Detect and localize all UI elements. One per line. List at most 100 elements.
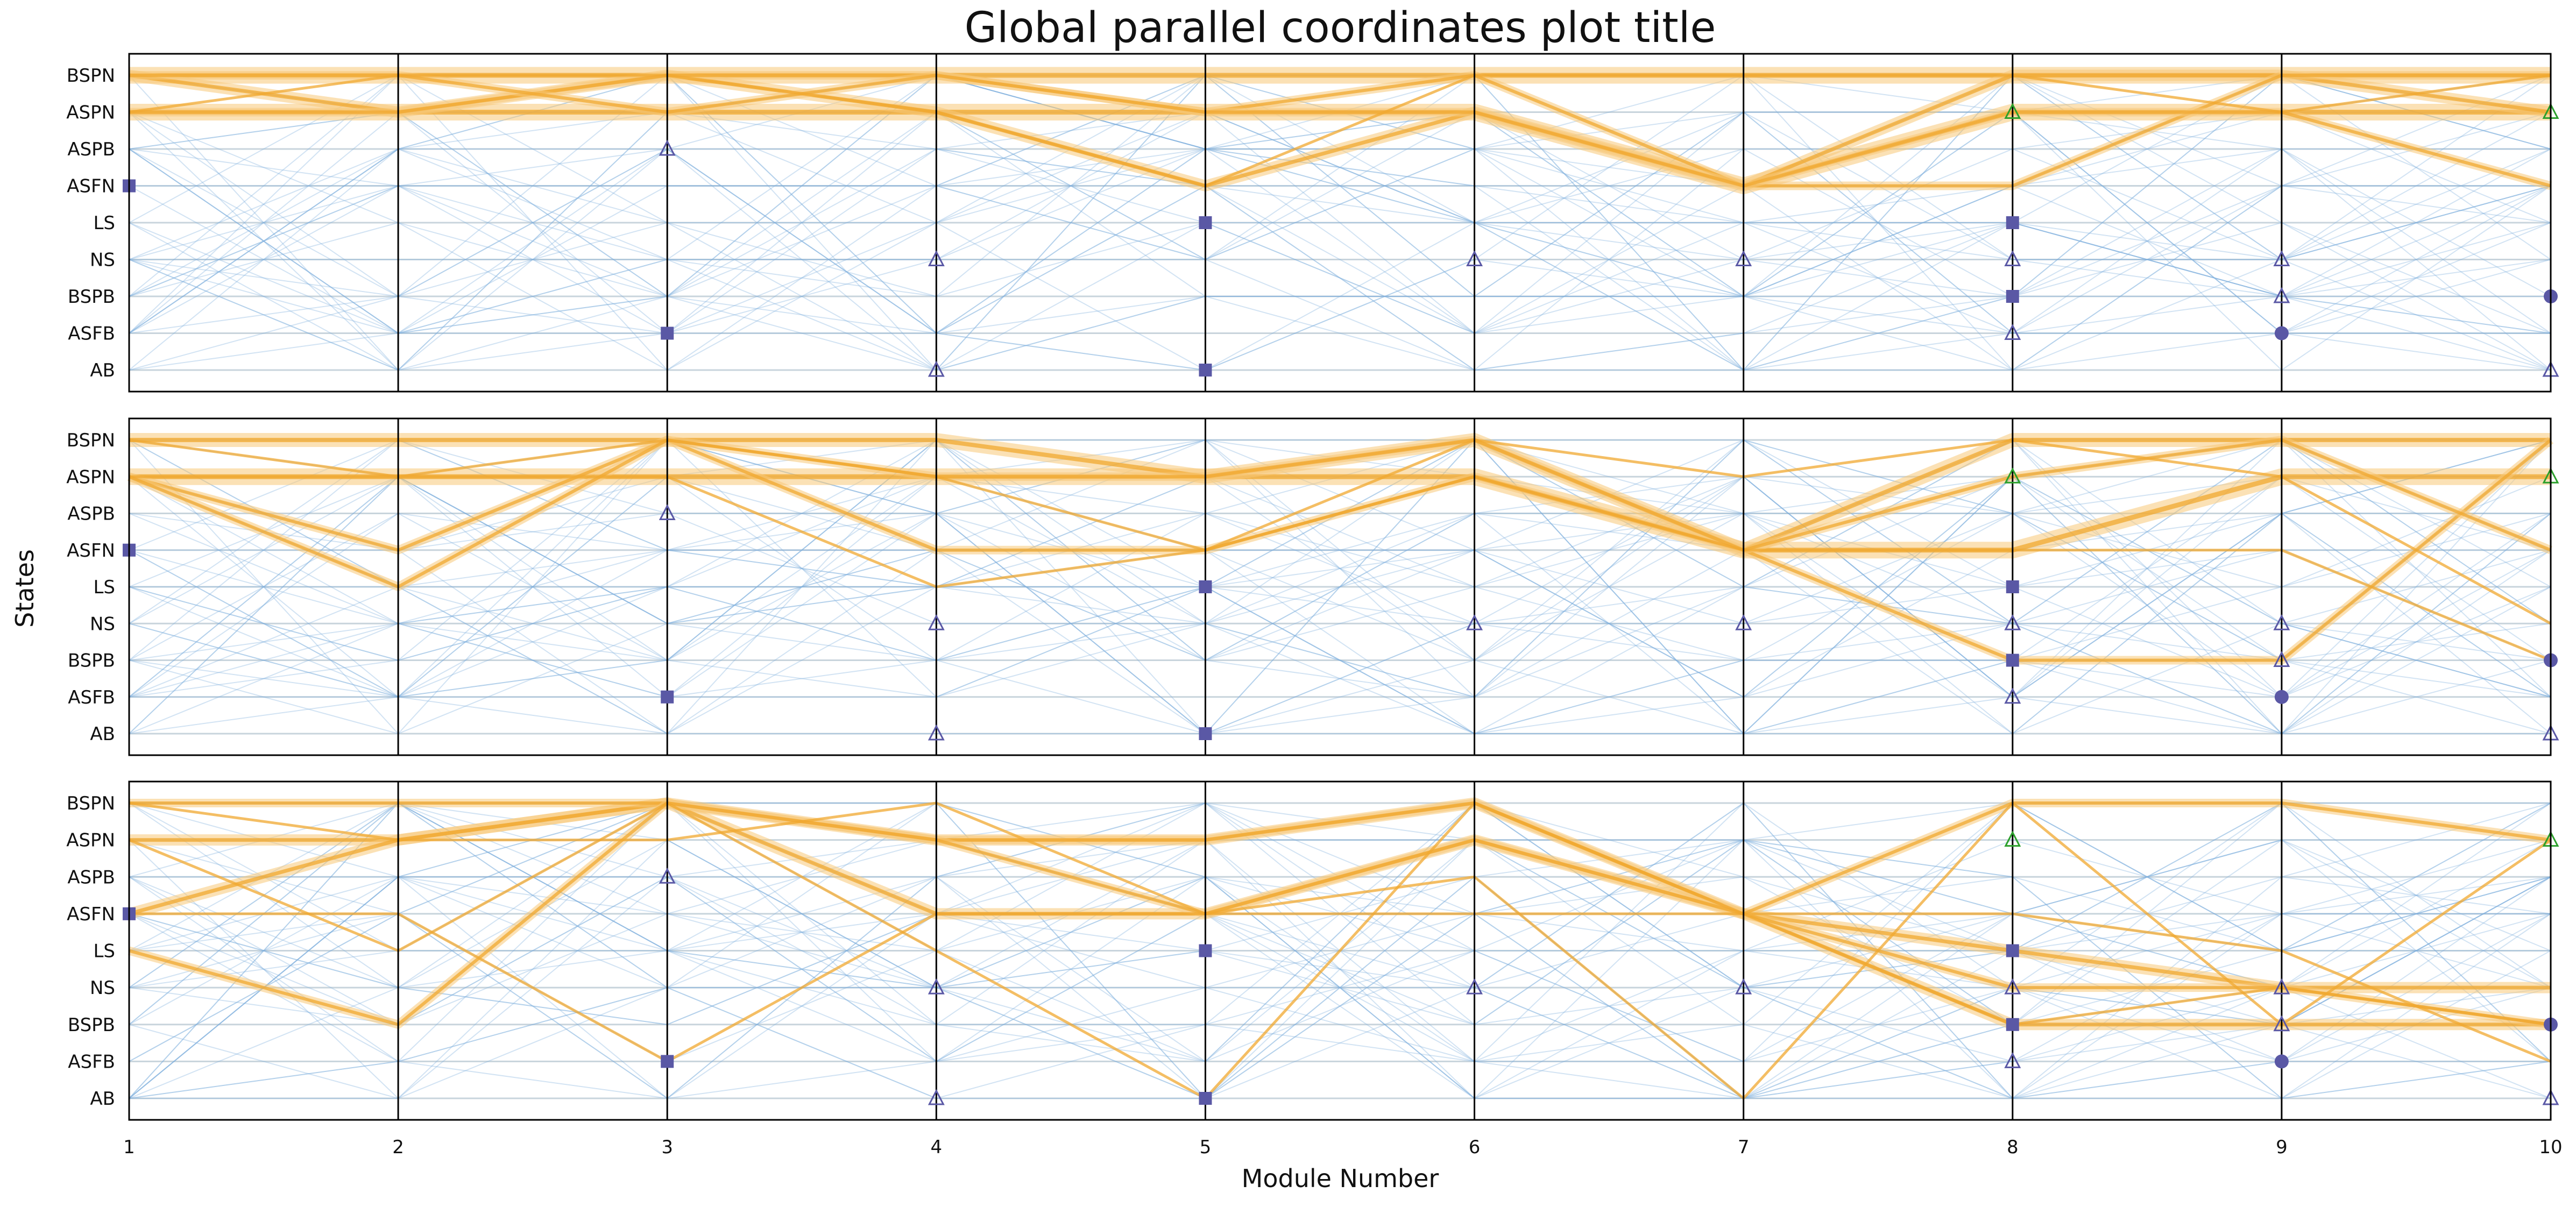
triangle-marker	[928, 1089, 945, 1105]
square-marker	[2006, 216, 2019, 229]
triangle-marker	[1735, 978, 1752, 995]
triangle-marker	[1466, 614, 1483, 630]
background-line	[129, 74, 2551, 334]
square-marker	[661, 326, 674, 340]
triangle-marker	[2273, 978, 2290, 995]
background-line	[129, 439, 2551, 735]
square-marker	[1199, 727, 1212, 740]
x-axis-label: Module Number	[1242, 1164, 1439, 1193]
background-line	[129, 549, 2551, 735]
triangle-marker	[659, 504, 676, 520]
background-line	[129, 111, 2551, 371]
square-marker	[1199, 216, 1212, 229]
y-tick-labels: BSPN ASPN ASPB ASFN LS NS BSPB ASFB AB	[66, 793, 115, 1110]
triangle-marker	[2004, 830, 2021, 847]
circle-marker	[2274, 1054, 2289, 1069]
y-tick-label: ASPN	[66, 830, 115, 851]
panel-frame	[128, 417, 2552, 756]
y-tick-label: BSPB	[68, 286, 115, 308]
background-line	[129, 74, 2551, 371]
background-line	[129, 111, 2551, 371]
y-tick-label: BSPN	[67, 65, 115, 87]
background-line	[129, 111, 2551, 371]
y-tick-label: NS	[90, 613, 115, 635]
y-tick-label: ASPB	[67, 139, 115, 160]
y-tick-label: AB	[90, 360, 115, 381]
triangle-marker	[2004, 103, 2021, 119]
background-line	[129, 111, 2551, 371]
background-line	[129, 439, 2551, 735]
highlight-paths	[128, 67, 2552, 194]
panel-3: BSPN ASPN ASPB ASFN LS NS BSPB ASFB AB	[66, 780, 2559, 1121]
background-line	[129, 476, 2551, 735]
background-line	[129, 439, 2551, 735]
background-line	[129, 839, 2551, 1099]
background-line	[129, 439, 2551, 735]
background-line	[129, 74, 2551, 371]
background-line	[129, 439, 2551, 735]
x-tick-label: 8	[2007, 1137, 2019, 1158]
square-marker	[1199, 364, 1212, 377]
triangle-marker	[2004, 614, 2021, 630]
background-line	[129, 439, 2551, 698]
square-marker	[1199, 1092, 1212, 1105]
background-line	[129, 74, 2551, 371]
triangle-marker	[928, 250, 945, 266]
y-tick-label: AB	[90, 1088, 115, 1110]
y-tick-label: ASPB	[67, 503, 115, 525]
y-tick-label: ASFN	[67, 540, 115, 562]
x-tick-label: 2	[392, 1137, 404, 1158]
triangle-marker	[928, 360, 945, 377]
background-line	[129, 439, 2551, 698]
square-marker	[2006, 944, 2019, 957]
y-tick-label: ASPN	[66, 466, 115, 488]
background-line	[129, 802, 2551, 1099]
triangle-marker	[2004, 687, 2021, 704]
square-marker	[661, 690, 674, 704]
y-tick-label: BSPN	[67, 793, 115, 814]
highlight-line	[129, 438, 2552, 625]
y-tick-label: LS	[93, 577, 115, 598]
background-line	[129, 74, 2551, 297]
background-line	[129, 111, 2551, 334]
highlight-line	[129, 801, 2552, 1100]
x-tick-label: 7	[1738, 1137, 1750, 1158]
y-tick-label: BSPB	[68, 650, 115, 672]
background-line	[129, 111, 2551, 371]
y-tick-label: AB	[90, 723, 115, 745]
chart-title: Global parallel coordinates plot title	[965, 4, 1716, 52]
background-line	[129, 476, 2551, 735]
background-line	[129, 803, 2551, 1099]
triangle-marker	[2273, 1015, 2290, 1032]
highlight-paths	[128, 797, 2552, 1100]
highlight-line	[129, 74, 2551, 187]
triangle-marker	[928, 724, 945, 741]
panel-frame	[128, 780, 2552, 1121]
square-marker	[2006, 290, 2019, 303]
square-marker	[2006, 1018, 2019, 1031]
y-tick-label: BSPN	[67, 430, 115, 451]
background-line	[129, 475, 2551, 735]
y-tick-labels: BSPN ASPN ASPB ASFN LS NS BSPB ASFB AB	[66, 430, 115, 745]
x-tick-label: 10	[2539, 1137, 2562, 1158]
background-line	[129, 148, 2551, 371]
background-line	[129, 439, 2551, 734]
background-line	[129, 802, 2551, 1099]
background-line	[129, 802, 2551, 1099]
y-tick-label: ASFN	[67, 176, 115, 197]
y-tick-label: ASPB	[67, 867, 115, 888]
background-line	[129, 148, 2551, 334]
square-marker	[2006, 654, 2019, 667]
background-line	[129, 111, 2551, 371]
background-line	[129, 476, 2551, 698]
background-line	[129, 439, 2551, 698]
background-line	[129, 439, 2551, 698]
background-line	[129, 439, 2551, 735]
background-line	[129, 476, 2551, 735]
highlight-line	[129, 438, 2551, 662]
background-line	[129, 74, 2551, 334]
highlight-line	[129, 801, 2551, 1026]
triangle-marker	[1735, 250, 1752, 266]
circle-marker	[2274, 326, 2289, 340]
